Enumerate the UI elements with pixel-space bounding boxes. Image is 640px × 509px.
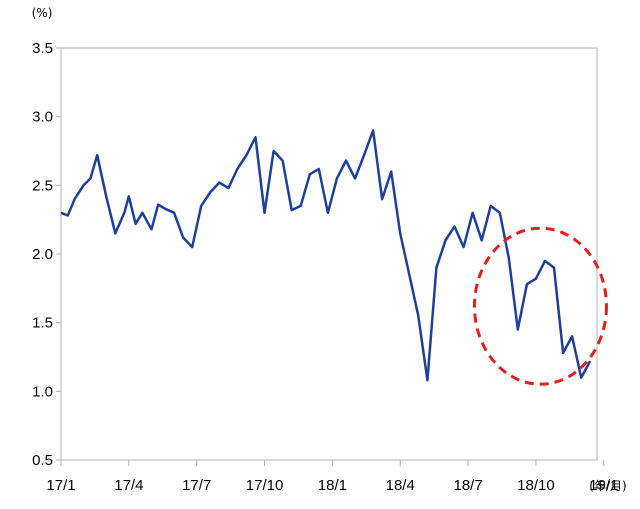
x-tick-label: 17/7 bbox=[182, 477, 211, 494]
series-group bbox=[60, 129, 592, 382]
x-tick-label: 17/4 bbox=[114, 477, 143, 494]
x-axis-unit-label: (年/月) bbox=[589, 479, 626, 493]
y-tick-label: 1.0 bbox=[32, 383, 53, 400]
series-line bbox=[60, 129, 592, 382]
x-axis-ticks: 17/117/417/717/1018/118/418/718/1019/119… bbox=[46, 460, 618, 494]
y-tick-label: 2.0 bbox=[32, 246, 53, 263]
highlight-ellipse bbox=[472, 226, 608, 386]
x-tick-label: 18/7 bbox=[453, 477, 482, 494]
x-tick-label: 18/1 bbox=[318, 477, 347, 494]
x-tick-label: 18/10 bbox=[517, 477, 555, 494]
x-tick-label: 17/1 bbox=[46, 477, 75, 494]
y-tick-label: 1.5 bbox=[32, 315, 53, 332]
y-axis-unit-label: (%) bbox=[32, 6, 53, 20]
y-tick-label: 0.5 bbox=[32, 452, 53, 469]
y-tick-label: 3.0 bbox=[32, 109, 53, 126]
y-tick-label: 3.5 bbox=[32, 40, 53, 57]
y-axis-ticks: 0.5 1.0 1.5 2.0 2.5 3.0 3.5 bbox=[32, 40, 61, 469]
plot-area-frame bbox=[60, 47, 598, 461]
annotation-group bbox=[472, 226, 608, 386]
y-tick-label: 2.5 bbox=[32, 177, 53, 194]
x-tick-label: 17/10 bbox=[246, 477, 284, 494]
x-tick-label: 19/1 bbox=[589, 477, 618, 494]
x-tick-label: 18/4 bbox=[386, 477, 415, 494]
